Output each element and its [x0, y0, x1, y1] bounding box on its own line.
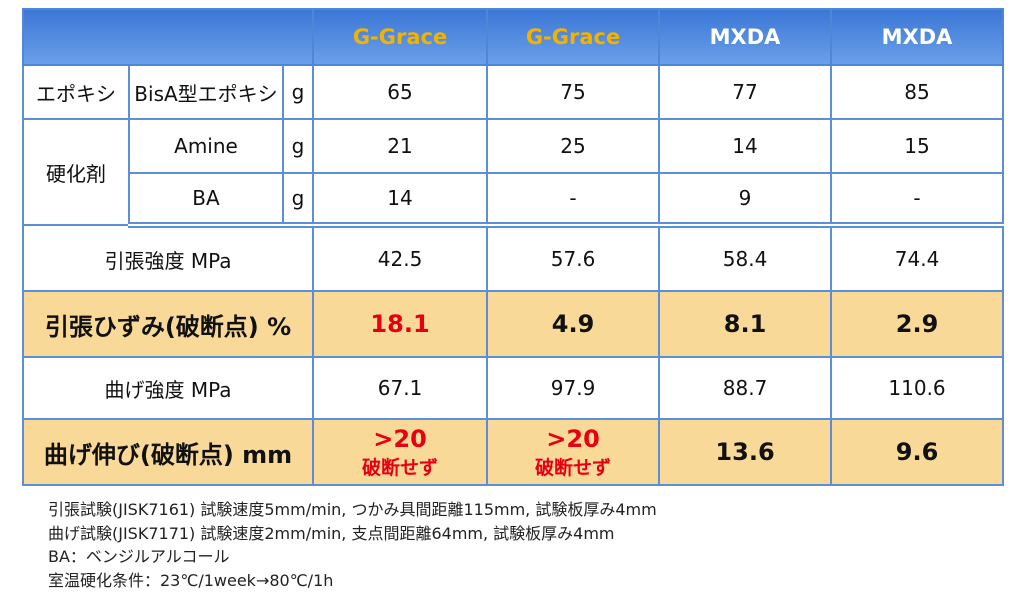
property-label: 曲げ伸び(破断点) mm [21, 418, 315, 486]
value-cell: 65 [312, 64, 489, 120]
value-cell: 18.1 [312, 290, 489, 358]
value-cell: 9.6 [830, 418, 1005, 486]
note-line: 室温硬化条件：23℃/1week→80℃/1h [48, 570, 334, 590]
value-cell: 15 [830, 118, 1005, 174]
spec-table: G-Grace G-Grace MXDA MXDA エポキシ BisA型エポキシ g 65 75… [21, 8, 1005, 486]
value-text: >20 [546, 424, 600, 453]
header-cell: G-Grace [486, 8, 661, 66]
header-blank [21, 8, 315, 66]
property-label: 曲げ強度 MPa [21, 356, 315, 420]
table-row: G-Grace G-Grace MXDA MXDA [21, 8, 1005, 66]
header-cell: MXDA [658, 8, 833, 66]
value-cell: 14 [312, 172, 489, 228]
value-cell: 67.1 [312, 356, 489, 420]
item-cell: BA [128, 172, 284, 228]
property-label: 引張ひずみ(破断点) % [21, 290, 315, 358]
table-row: エポキシ BisA型エポキシ g 65 75 77 85 [22, 64, 1005, 120]
note-line: 曲げ試験(JISK7171) 試験速度2mm/min, 支点間距離64mm, 試… [48, 523, 615, 543]
unit-cell: g [281, 64, 315, 120]
value-cell: 8.1 [658, 290, 833, 358]
value-cell: 74.4 [830, 224, 1005, 292]
value-cell: 77 [658, 64, 833, 120]
value-cell: 97.9 [486, 356, 661, 420]
value-cell: 14 [658, 118, 833, 174]
value-cell: >20 破断せず [486, 418, 661, 486]
item-cell: Amine [128, 118, 284, 174]
table-row: 硬化剤 Amine g 21 25 14 15 [22, 118, 1005, 226]
value-cell: 58.4 [658, 224, 833, 292]
value-cell: 9 [658, 172, 833, 228]
value-cell: 85 [830, 64, 1005, 120]
value-cell: 2.9 [830, 290, 1005, 358]
table-row: 曲げ強度 MPa 67.1 97.9 88.7 110.6 [21, 356, 1005, 420]
value-cell: 21 [312, 118, 489, 174]
value-cell: 42.5 [312, 224, 489, 292]
value-cell: - [486, 172, 661, 228]
note-line: BA：ベンジルアルコール [48, 547, 230, 566]
value-cell: 75 [486, 64, 661, 120]
value-cell: 110.6 [830, 356, 1005, 420]
item-cell: BisA型エポキシ [128, 64, 284, 120]
value-cell: 4.9 [486, 290, 661, 358]
value-cell: 13.6 [658, 418, 833, 486]
header-cell: MXDA [830, 8, 1005, 66]
table-row: 引張強度 MPa 42.5 57.6 58.4 74.4 [21, 224, 1005, 292]
group-cell: エポキシ [22, 64, 130, 120]
value-text: 18.1 [370, 310, 430, 338]
notes: 引張試験(JISK7161) 試験速度5mm/min, つかみ具間距離115mm… [48, 498, 657, 592]
value-cell: 88.7 [658, 356, 833, 420]
table-row: 引張ひずみ(破断点) % 18.1 4.9 8.1 2.9 [21, 290, 1005, 358]
note-line: 引張試験(JISK7161) 試験速度5mm/min, つかみ具間距離115mm… [48, 500, 657, 519]
value-cell: - [830, 172, 1005, 228]
value-note: 破断せず [362, 456, 439, 479]
unit-cell: g [281, 118, 315, 174]
value-cell: 57.6 [486, 224, 661, 292]
value-note: 破断せず [535, 456, 612, 479]
value-text: >20 [373, 424, 427, 453]
table-row: BA g 14-9- [23, 172, 1005, 228]
group-cell: 硬化剤 [22, 118, 130, 226]
value-cell: >20 破断せず [312, 418, 489, 486]
header-cell: G-Grace [312, 8, 489, 66]
property-label: 引張強度 MPa [21, 224, 315, 292]
table-row: 曲げ伸び(破断点) mm >20 破断せず >20 破断せず 13.6 9.6 [21, 418, 1005, 486]
value-cell: 25 [486, 118, 661, 174]
unit-cell: g [281, 172, 315, 228]
